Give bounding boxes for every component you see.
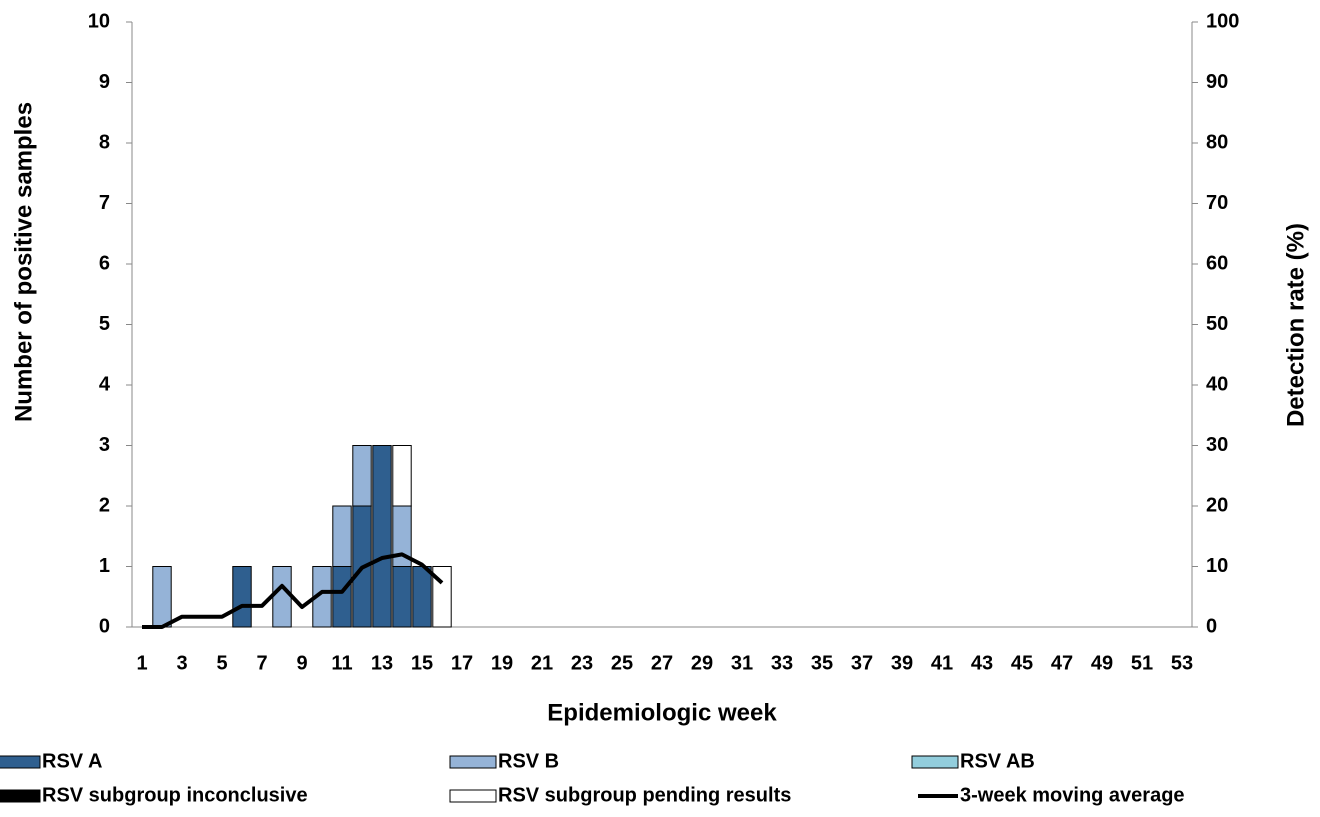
x-tick-label: 49 — [1091, 652, 1113, 674]
x-tick-label: 1 — [136, 652, 147, 674]
x-tick-label: 53 — [1171, 652, 1193, 674]
y-tick-label: 4 — [99, 373, 111, 395]
bar — [392, 445, 412, 507]
y2-tick-label: 80 — [1206, 131, 1228, 153]
x-tick-label: 29 — [691, 652, 713, 674]
x-tick-label: 25 — [611, 652, 633, 674]
bar — [332, 505, 352, 567]
x-tick-label: 7 — [256, 652, 267, 674]
x-axis-title: Epidemiologic week — [547, 699, 777, 726]
x-tick-label: 3 — [176, 652, 187, 674]
bar — [372, 445, 392, 628]
x-tick-label: 21 — [531, 652, 553, 674]
x-tick-label: 33 — [771, 652, 793, 674]
x-tick-label: 31 — [731, 652, 753, 674]
y-tick-label: 3 — [99, 434, 110, 456]
x-tick-label: 9 — [296, 652, 307, 674]
bar — [392, 566, 412, 628]
bar — [432, 566, 452, 628]
y-tick-label: 1 — [99, 555, 110, 577]
x-tick-label: 47 — [1051, 652, 1073, 674]
bar — [332, 566, 352, 628]
y-tick-label: 5 — [99, 313, 110, 335]
y-tick-label: 0 — [99, 615, 110, 637]
bar — [152, 566, 172, 628]
legend-label: RSV A — [42, 750, 102, 772]
x-tick-label: 13 — [371, 652, 393, 674]
legend-label: RSV B — [498, 750, 559, 772]
x-tick-label: 43 — [971, 652, 993, 674]
legend-swatch — [449, 789, 497, 803]
y2-tick-label: 90 — [1206, 71, 1228, 93]
y2-tick-label: 40 — [1206, 373, 1228, 395]
legend-label: 3-week moving average — [960, 784, 1185, 806]
x-tick-label: 37 — [851, 652, 873, 674]
y2-tick-label: 60 — [1206, 252, 1228, 274]
x-tick-label: 11 — [331, 652, 352, 674]
y2-tick-label: 30 — [1206, 434, 1228, 456]
line — [142, 552, 444, 629]
legend-label: RSV subgroup pending results — [498, 784, 791, 806]
x-tick-label: 45 — [1011, 652, 1033, 674]
y-tick-label: 2 — [99, 494, 110, 516]
legend-swatch — [0, 755, 41, 769]
y2-tick-label: 70 — [1206, 192, 1228, 214]
legend-swatch — [911, 755, 959, 769]
x-tick-label: 23 — [571, 652, 593, 674]
y-tick-label: 9 — [99, 71, 110, 93]
bar — [272, 566, 292, 628]
y-tick-label: 8 — [99, 131, 110, 153]
y2-axis-title: Detection rate (%) — [1282, 223, 1309, 427]
legend-label: RSV AB — [960, 750, 1035, 772]
y-axis-title: Number of positive samples — [10, 102, 37, 422]
x-tick-label: 51 — [1131, 652, 1153, 674]
bar — [412, 566, 432, 628]
y2-tick-label: 10 — [1206, 555, 1228, 577]
x-tick-label: 35 — [811, 652, 833, 674]
y-tick-label: 6 — [99, 252, 110, 274]
legend-label: RSV subgroup inconclusive — [42, 784, 308, 806]
x-tick-label: 39 — [891, 652, 913, 674]
legend-swatch — [0, 789, 41, 803]
bar — [352, 445, 372, 507]
y2-tick-label: 50 — [1206, 313, 1228, 335]
y-tick-label: 7 — [99, 192, 110, 214]
x-tick-label: 41 — [931, 652, 953, 674]
y2-tick-label: 20 — [1206, 494, 1228, 516]
x-tick-label: 19 — [491, 652, 513, 674]
bar — [232, 566, 252, 628]
x-tick-label: 5 — [216, 652, 227, 674]
x-tick-label: 17 — [451, 652, 473, 674]
x-tick-label: 15 — [411, 652, 433, 674]
y2-tick-label: 0 — [1206, 615, 1217, 637]
y-tick-label: 10 — [88, 10, 110, 32]
legend-swatch — [449, 755, 497, 769]
x-tick-label: 27 — [651, 652, 673, 674]
y2-tick-label: 100 — [1206, 10, 1239, 32]
